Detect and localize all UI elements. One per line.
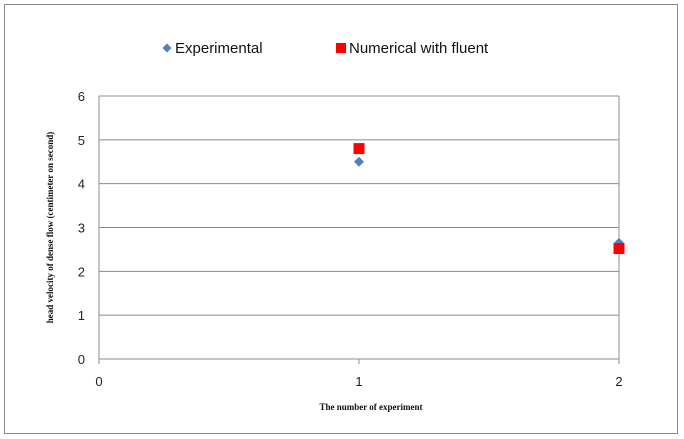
y-axis-title: head velocity of dense flow (centimeter … (45, 132, 55, 324)
point-numerical (613, 243, 625, 255)
chart-frame: Experimental Numerical with fluent 0 1 2 3 4 5… (4, 4, 678, 434)
y-tick-label: 2 (78, 264, 85, 279)
x-tick-label: 2 (615, 374, 622, 389)
axes (98, 96, 620, 364)
legend-marker-square (336, 43, 346, 53)
legend-marker-diamond (162, 43, 172, 53)
scatter-chart: Experimental Numerical with fluent 0 1 2 3 4 5… (45, 40, 625, 412)
tick-labels: 0 1 2 3 4 5 6 0 1 2 (78, 89, 623, 389)
y-tick-label: 3 (78, 221, 85, 236)
legend-entry-label: Numerical with fluent (349, 40, 489, 57)
x-tick-label: 0 (95, 374, 102, 389)
x-tick-label: 1 (355, 374, 362, 389)
point-experimental (354, 156, 364, 167)
legend: Experimental Numerical with fluent (162, 40, 489, 57)
data-points (353, 143, 625, 255)
y-tick-label: 0 (78, 352, 85, 367)
y-tick-label: 4 (78, 177, 85, 192)
y-tick-label: 1 (78, 308, 85, 323)
point-numerical (353, 143, 365, 155)
y-tick-label: 5 (78, 133, 85, 148)
x-axis-title: The number of experiment (319, 402, 422, 412)
y-tick-label: 6 (78, 89, 85, 104)
gridlines (99, 95, 619, 316)
legend-entry-label: Experimental (175, 40, 263, 57)
